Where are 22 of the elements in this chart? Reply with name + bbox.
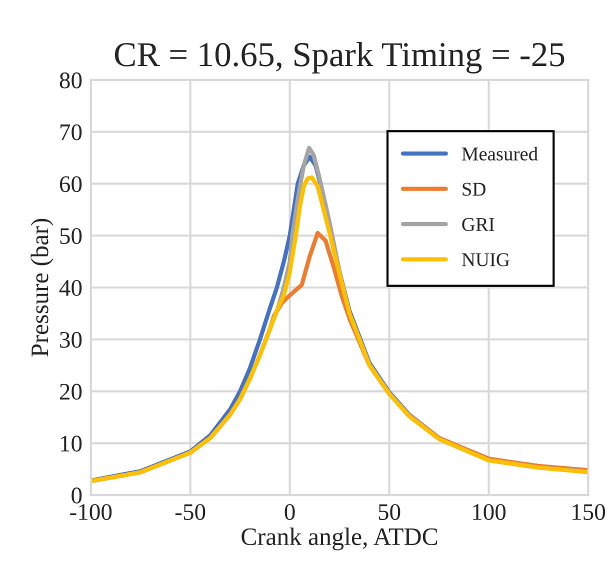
x-tick-label: -50	[175, 504, 206, 520]
y-tick-label: 0	[72, 488, 82, 504]
y-tick-label: 70	[60, 124, 82, 140]
x-tick-label: 150	[572, 504, 606, 520]
y-tick-label: 40	[59, 280, 82, 296]
x-tick-label: 50	[378, 504, 400, 520]
y-tick-label: 80	[60, 72, 82, 88]
y-tick-label: 10	[61, 436, 82, 452]
legend-label: NUIG	[462, 253, 510, 266]
chart-title: CR = 10.65, Spark Timing = -25	[114, 42, 564, 74]
y-axis-title: Pressure (bar)	[30, 218, 54, 357]
legend-label: SD	[462, 182, 486, 196]
y-tick-label: 50	[60, 228, 82, 244]
y-tick-label: 60	[60, 176, 82, 192]
legend-label: GRI	[462, 218, 494, 232]
legend-label: Measured	[462, 146, 538, 161]
x-tick-label: 0	[284, 504, 295, 520]
x-tick-label: 100	[473, 504, 506, 520]
y-tick-label: 30	[60, 332, 82, 348]
x-tick-label: -100	[70, 504, 112, 520]
y-tick-label: 20	[60, 384, 82, 400]
x-axis-title: Crank angle, ATDC	[242, 528, 438, 550]
